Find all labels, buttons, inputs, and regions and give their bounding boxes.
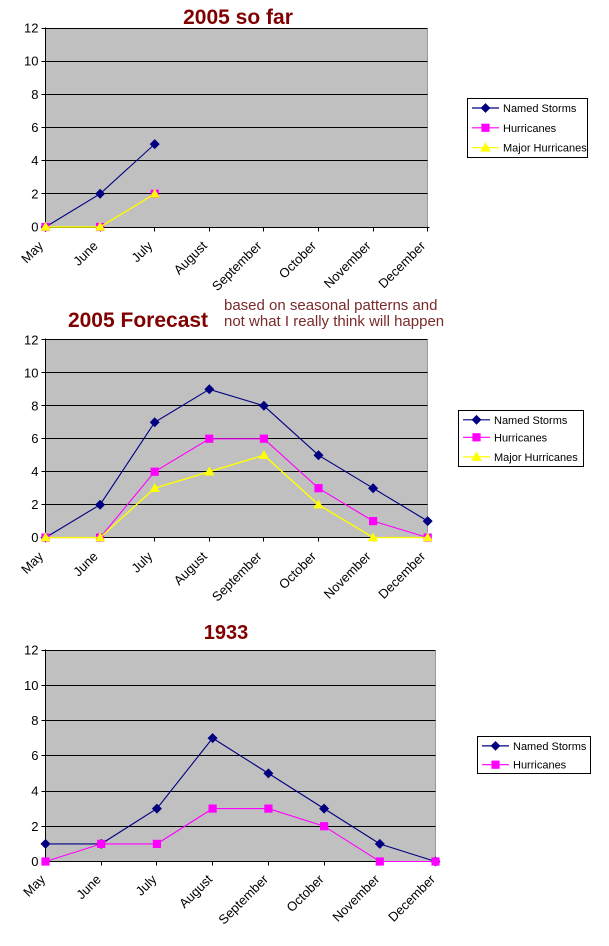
svg-text:6: 6 [31,431,38,446]
svg-text:2: 2 [31,819,38,834]
svg-text:8: 8 [31,713,38,728]
svg-text:2: 2 [31,497,38,512]
svg-text:0: 0 [31,854,38,869]
svg-text:8: 8 [31,398,38,413]
svg-text:2005 Forecast: 2005 Forecast [68,309,208,332]
svg-text:4: 4 [31,464,38,479]
svg-text:10: 10 [24,365,38,380]
svg-text:10: 10 [24,678,38,693]
svg-text:8: 8 [31,87,38,102]
svg-text:12: 12 [24,643,38,658]
svg-text:Hurricanes: Hurricanes [494,432,548,444]
svg-text:not what I really think will h: not what I really think will happen [224,313,444,330]
svg-text:Major Hurricanes: Major Hurricanes [494,452,578,464]
svg-text:Hurricanes: Hurricanes [503,123,557,135]
svg-text:Named Storms: Named Storms [503,103,577,115]
svg-text:Hurricanes: Hurricanes [513,760,567,772]
svg-text:6: 6 [31,120,38,135]
svg-text:12: 12 [24,332,38,347]
svg-text:0: 0 [31,220,38,235]
svg-text:2005 so far: 2005 so far [183,6,293,29]
svg-text:based on seasonal patterns and: based on seasonal patterns and [224,297,438,314]
svg-text:12: 12 [24,21,38,36]
svg-text:Named Storms: Named Storms [513,741,587,753]
svg-text:2: 2 [31,186,38,201]
svg-text:Major Hurricanes: Major Hurricanes [503,143,587,155]
svg-text:Named Storms: Named Storms [494,415,568,427]
svg-text:0: 0 [31,530,38,545]
svg-text:6: 6 [31,748,38,763]
svg-text:4: 4 [31,153,38,168]
svg-text:10: 10 [24,54,38,69]
svg-text:1933: 1933 [204,622,249,644]
svg-text:4: 4 [31,784,38,799]
